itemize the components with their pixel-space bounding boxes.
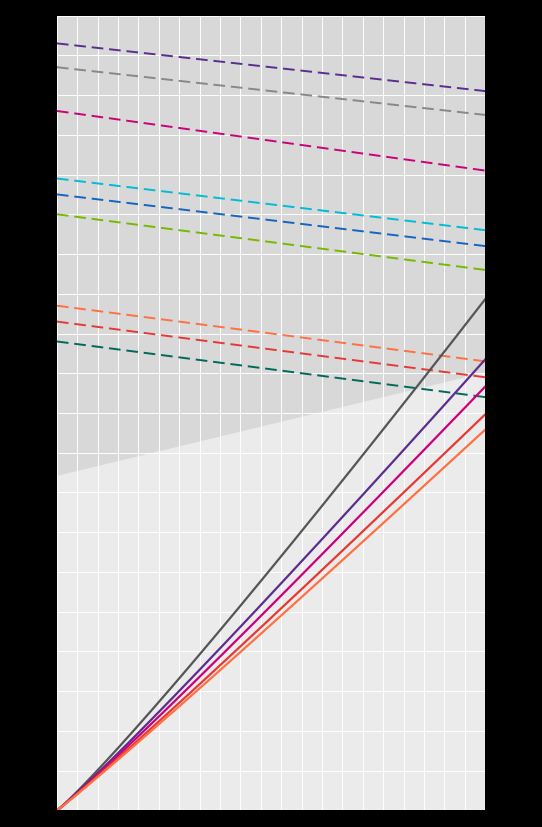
Polygon shape (57, 374, 485, 810)
